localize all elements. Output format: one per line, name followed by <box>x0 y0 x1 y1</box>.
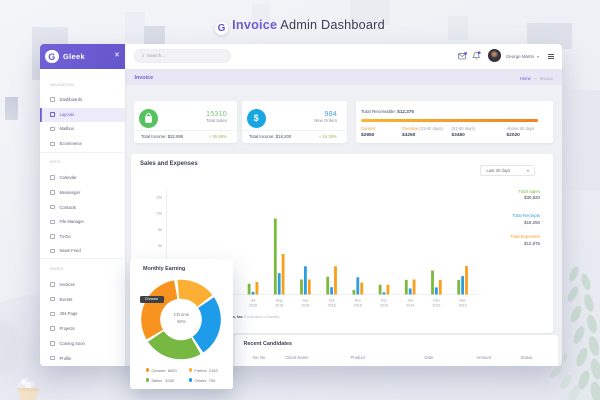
svg-text:Feb: Feb <box>433 298 439 302</box>
svg-text:Jan: Jan <box>407 298 413 302</box>
svg-text:Dec: Dec <box>381 298 388 302</box>
svg-text:15k: 15k <box>156 195 162 199</box>
svg-text:2018: 2018 <box>354 303 362 307</box>
svg-text:2018: 2018 <box>249 303 257 307</box>
svg-text:Sep: Sep <box>302 298 308 302</box>
svg-text:2019: 2019 <box>406 303 414 307</box>
svg-text:2018: 2018 <box>328 303 336 307</box>
svg-text:Oct: Oct <box>329 298 335 302</box>
svg-text:10k: 10k <box>156 211 162 215</box>
svg-text:Nov: Nov <box>355 298 362 302</box>
svg-text:2018: 2018 <box>301 303 309 307</box>
svg-text:2018: 2018 <box>380 303 388 307</box>
svg-text:Jul: Jul <box>251 298 256 302</box>
svg-text:Aug: Aug <box>276 298 282 302</box>
svg-text:2019: 2019 <box>432 303 440 307</box>
svg-text:5k: 5k <box>158 227 162 231</box>
svg-text:Mar: Mar <box>459 298 466 302</box>
svg-text:0k: 0k <box>158 244 162 248</box>
svg-text:2019: 2019 <box>459 303 467 307</box>
svg-text:2018: 2018 <box>275 303 283 307</box>
